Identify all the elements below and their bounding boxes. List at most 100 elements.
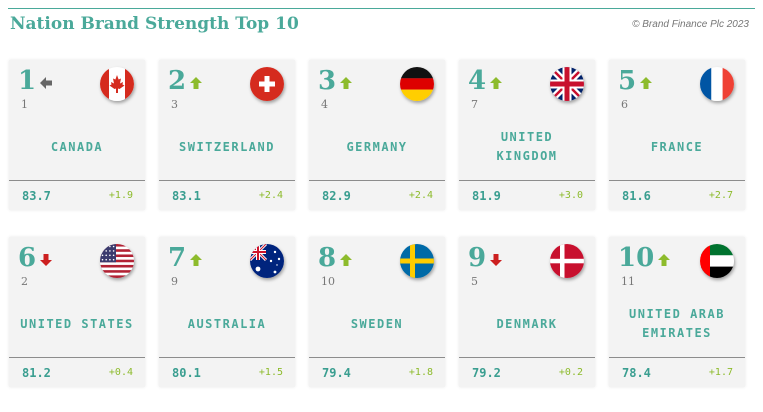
country-card: 9 5 DENMARK 79.2 +0.2 [459, 237, 595, 387]
country-name: CANADA [50, 139, 104, 154]
country-card: 3 4 GERMANY 82.9 +2.4 [309, 60, 445, 210]
rank-number: 3 [318, 66, 337, 96]
country-name: UNITED ARAB EMIRATES [629, 307, 725, 340]
country-name-wrap: AUSTRALIA [161, 299, 293, 349]
copyright-note: © Brand Finance Plc 2023 [632, 19, 749, 30]
country-card: 6 2 UNITED STATES 81.2 +0.4 [9, 237, 145, 387]
up-arrow-icon [190, 254, 203, 266]
country-name-wrap: UNITED KINGDOM [461, 122, 593, 172]
rank-number: 6 [18, 243, 37, 273]
brand-strength-score: 83.7 [22, 189, 51, 203]
country-card: 5 6 FRANCE 81.6 +2.7 [609, 60, 745, 210]
previous-rank: 3 [171, 98, 178, 111]
country-name-wrap: SWEDEN [311, 299, 443, 349]
rank-number: 9 [468, 243, 487, 273]
rank-row: 10 [618, 243, 671, 273]
card-divider [459, 357, 595, 358]
score-change: +1.5 [258, 367, 283, 378]
score-change: +2.4 [258, 190, 283, 201]
rank-row: 2 [168, 66, 203, 96]
previous-rank: 11 [621, 275, 635, 288]
country-name-wrap: SWITZERLAND [161, 122, 293, 172]
brand-strength-score: 81.2 [22, 366, 51, 380]
country-name-wrap: CANADA [11, 122, 143, 172]
rank-row: 3 [318, 66, 353, 96]
country-name: AUSTRALIA [187, 316, 267, 331]
country-card: 8 10 SWEDEN 79.4 +1.8 [309, 237, 445, 387]
country-name: UNITED STATES [20, 316, 134, 331]
previous-rank: 5 [471, 275, 478, 288]
canada-flag-icon [100, 67, 134, 101]
up-arrow-icon [340, 77, 353, 89]
previous-rank: 10 [321, 275, 335, 288]
card-divider [159, 180, 295, 181]
rank-number: 8 [318, 243, 337, 273]
country-name-wrap: DENMARK [461, 299, 593, 349]
card-divider [9, 180, 145, 181]
card-divider [309, 357, 445, 358]
country-name-wrap: UNITED STATES [11, 299, 143, 349]
rank-row: 6 [18, 243, 53, 273]
left-arrow-icon [40, 77, 53, 89]
score-change: +3.0 [558, 190, 583, 201]
rank-row: 9 [468, 243, 503, 273]
brand-strength-score: 78.4 [622, 366, 651, 380]
usa-flag-icon [100, 244, 134, 278]
uae-flag-icon [700, 244, 734, 278]
up-arrow-icon [340, 254, 353, 266]
country-name: FRANCE [650, 139, 704, 154]
score-change: +2.7 [708, 190, 733, 201]
score-change: +0.4 [108, 367, 133, 378]
top-rule [8, 8, 755, 9]
previous-rank: 1 [21, 98, 28, 111]
card-divider [609, 357, 745, 358]
card-divider [159, 357, 295, 358]
rank-number: 10 [618, 243, 655, 273]
rank-row: 7 [168, 243, 203, 273]
card-divider [309, 180, 445, 181]
denmark-flag-icon [550, 244, 584, 278]
previous-rank: 6 [621, 98, 628, 111]
brand-strength-score: 79.4 [322, 366, 351, 380]
rank-row: 5 [618, 66, 653, 96]
up-arrow-icon [658, 254, 671, 266]
france-flag-icon [700, 67, 734, 101]
australia-flag-icon [250, 244, 284, 278]
country-name-wrap: UNITED ARAB EMIRATES [611, 299, 743, 349]
country-name: UNITED KINGDOM [496, 130, 558, 163]
score-change: +1.7 [708, 367, 733, 378]
country-card: 10 11 UNITED ARAB EMIRATES 78.4 +1.7 [609, 237, 745, 387]
previous-rank: 2 [21, 275, 28, 288]
germany-flag-icon [400, 67, 434, 101]
country-name-wrap: FRANCE [611, 122, 743, 172]
rank-number: 5 [618, 66, 637, 96]
previous-rank: 4 [321, 98, 328, 111]
card-divider [9, 357, 145, 358]
brand-strength-score: 80.1 [172, 366, 201, 380]
score-change: +1.8 [408, 367, 433, 378]
country-name: GERMANY [346, 139, 408, 154]
country-card: 7 9 AUSTRALIA 80.1 +1.5 [159, 237, 295, 387]
brand-strength-score: 81.6 [622, 189, 651, 203]
country-card: 4 7 UNITED KINGDOM 81.9 +3.0 [459, 60, 595, 210]
up-arrow-icon [640, 77, 653, 89]
switzerland-flag-icon [250, 67, 284, 101]
country-name-wrap: GERMANY [311, 122, 443, 172]
uk-flag-icon [550, 67, 584, 101]
up-arrow-icon [190, 77, 203, 89]
score-change: +1.9 [108, 190, 133, 201]
rank-number: 7 [168, 243, 187, 273]
rank-number: 2 [168, 66, 187, 96]
rank-number: 1 [18, 66, 37, 96]
country-card: 1 1 CANADA 83.7 +1.9 [9, 60, 145, 210]
rank-row: 4 [468, 66, 503, 96]
rank-row: 8 [318, 243, 353, 273]
score-change: +2.4 [408, 190, 433, 201]
brand-strength-score: 83.1 [172, 189, 201, 203]
rank-number: 4 [468, 66, 487, 96]
rank-row: 1 [18, 66, 53, 96]
brand-strength-score: 79.2 [472, 366, 501, 380]
country-name: SWITZERLAND [179, 139, 275, 154]
country-name: DENMARK [496, 316, 558, 331]
country-name: SWEDEN [350, 316, 404, 331]
